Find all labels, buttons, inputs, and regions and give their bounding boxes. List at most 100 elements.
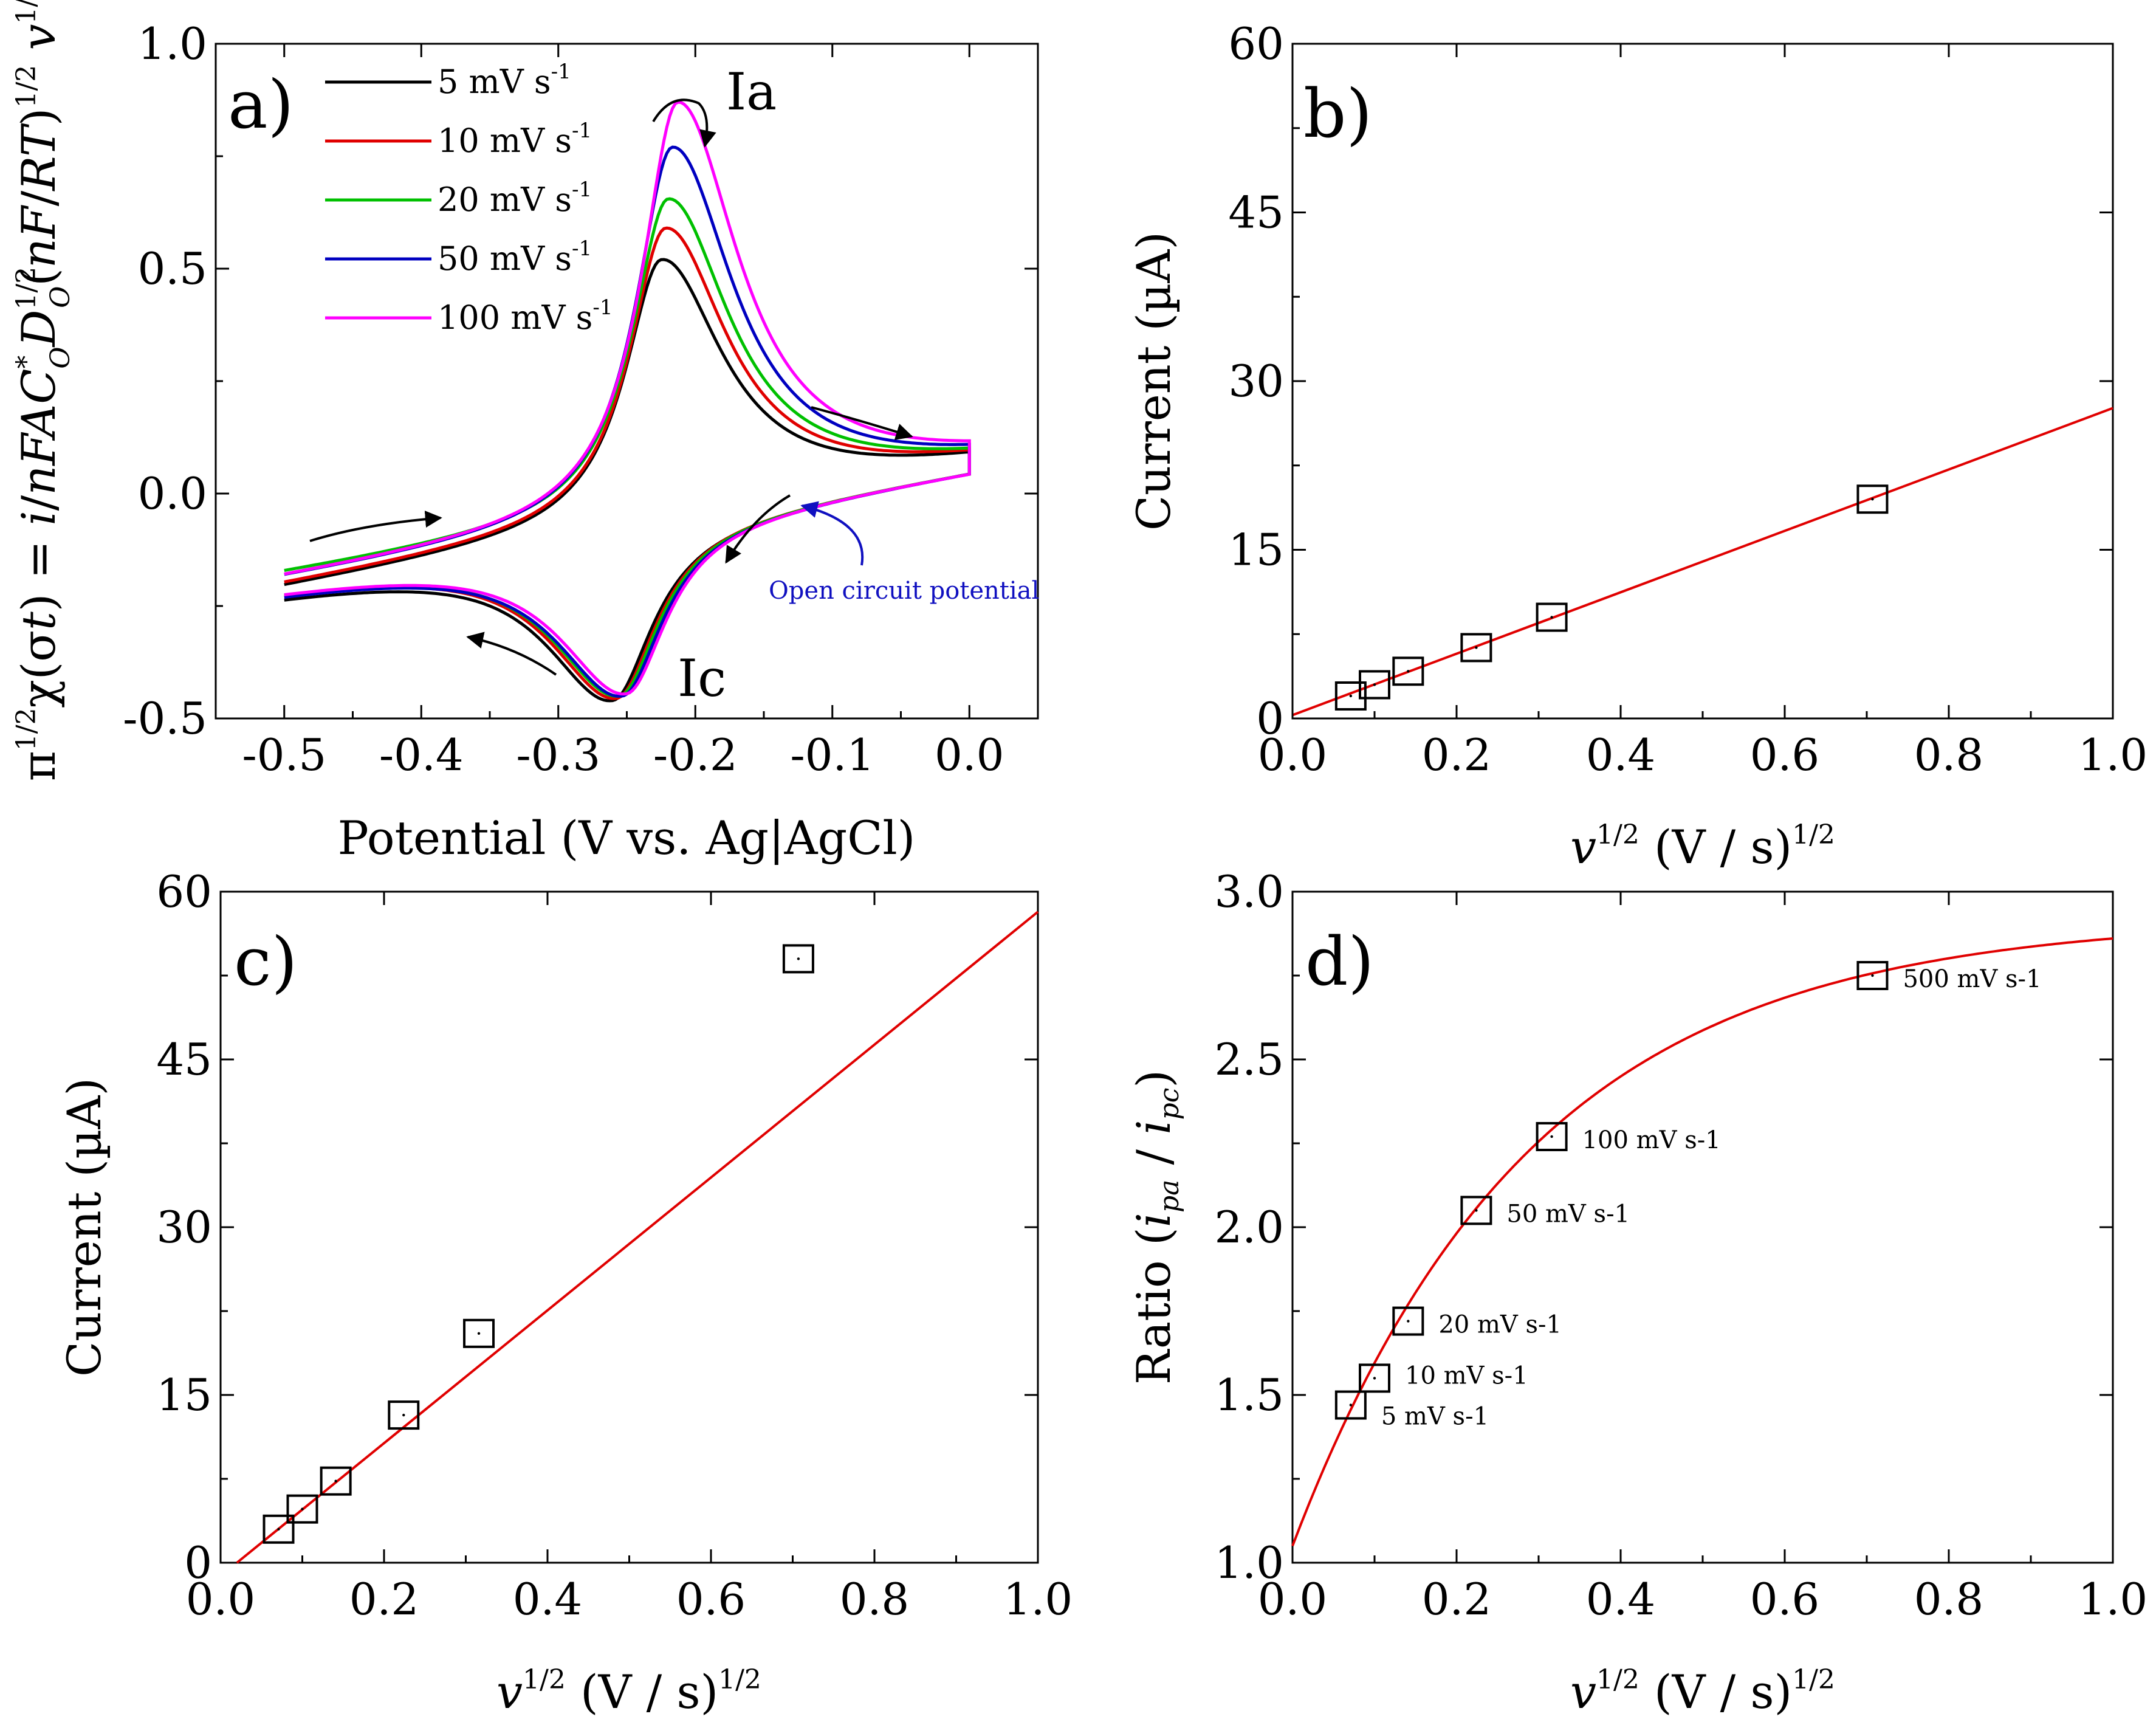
- data-point-center: [1373, 683, 1376, 686]
- y-tick-label: 60: [1228, 18, 1284, 69]
- y-tick-label: 45: [1228, 187, 1284, 238]
- data-point-marker: [1460, 633, 1492, 663]
- legend-label: 10 mV s-1: [438, 119, 592, 160]
- legend-label: 5 mV s-1: [438, 60, 571, 101]
- data-point-center: [277, 1527, 280, 1530]
- x-tick-label: 0.6: [676, 1574, 746, 1625]
- point-label: 20 mV s-1: [1438, 1311, 1562, 1339]
- panel-d-y-ticks: 1.0 1.5 2.0 2.5 3.0: [1214, 866, 2113, 1588]
- data-point-marker: [1856, 484, 1889, 514]
- data-point-center: [1871, 498, 1874, 501]
- point-label: 100 mV s-1: [1582, 1126, 1721, 1154]
- panel-c-frame: [219, 890, 1039, 1564]
- panel-b-y-axis-title: Current (µA): [1127, 232, 1181, 531]
- x-tick-label: 0.0: [186, 1574, 256, 1625]
- point-label: 10 mV s-1: [1405, 1362, 1528, 1389]
- data-point-marker: [286, 1494, 318, 1524]
- panel-a-legend: 5 mV s-1 10 mV s-1 20 mV s-1 50 mV s-1 100 m…: [325, 60, 613, 337]
- legend-label: 50 mV s-1: [438, 236, 592, 278]
- y-tick-label: 0.5: [137, 243, 207, 294]
- data-point-marker: [1856, 961, 1889, 990]
- data-point-center: [1550, 616, 1553, 619]
- x-tick-label: 0.4: [1586, 729, 1656, 780]
- scan-direction-arrows: [309, 98, 913, 676]
- x-tick-label: 0.2: [1422, 729, 1492, 780]
- data-point-center: [1407, 670, 1410, 673]
- cv-series-line: [284, 258, 971, 703]
- data-point-center: [1871, 974, 1874, 977]
- panel-d-x-ticks: 0.0 0.2 0.4 0.6 0.8 1.0: [1258, 892, 2148, 1625]
- x-tick-label: -0.5: [242, 729, 326, 780]
- panel-b-anodic-current: 0.0 0.2 0.4 0.6 0.8 1.0 0 15 30 45 60 b) v1/2 (V …: [1127, 18, 2147, 874]
- legend-label: 20 mV s-1: [438, 177, 592, 219]
- panel-a-cyclic-voltammogram: -0.5 -0.4 -0.3 -0.2 -0.1 0.0 -0.5 0.0 0.5 1.0 a)…: [11, 0, 1039, 865]
- data-point-marker: [1392, 656, 1424, 686]
- x-tick-label: 0.0: [935, 729, 1004, 780]
- panel-a-y-axis-title: π1/2χ(σt) = i/nFAC* OD1/2 O(nF/RT)1/2 v1/2: [11, 0, 76, 781]
- x-tick-label: 0.0: [1258, 1574, 1328, 1625]
- y-tick-label: 30: [1228, 356, 1284, 407]
- panel-d-plot-area: 5 mV s-1 10 mV s-1 20 mV s-1 50 mV s-1 100 m…: [1291, 937, 2113, 1547]
- fit-curve: [1291, 937, 2113, 1547]
- data-point-marker: [1359, 1363, 1390, 1393]
- data-point-marker: [320, 1466, 352, 1496]
- point-label: 500 mV s-1: [1903, 965, 2041, 993]
- scan-arrow-forward-upper: [811, 406, 913, 440]
- y-tick-label: 60: [156, 866, 212, 917]
- y-tick-label: 2.0: [1214, 1202, 1284, 1253]
- cv-series-line: [284, 226, 971, 700]
- panel-a-x-ticks: -0.5 -0.4 -0.3 -0.2 -0.1 0.0: [242, 44, 1004, 780]
- panel-a-x-axis-title: Potential (V vs. Ag|AgCl): [338, 811, 916, 865]
- panel-c-y-axis-title: Current (µA): [57, 1078, 111, 1377]
- y-tick-label: 1.0: [1214, 1537, 1284, 1588]
- y-tick-label: 0: [1256, 693, 1284, 744]
- x-tick-label: 1.0: [2078, 1574, 2148, 1625]
- x-tick-label: 0.2: [349, 1574, 419, 1625]
- x-tick-label: -0.1: [790, 729, 874, 780]
- x-tick-label: 0.4: [513, 1574, 583, 1625]
- y-tick-label: 2.5: [1214, 1034, 1284, 1085]
- data-point-marker: [1536, 1121, 1568, 1151]
- x-tick-label: 0.6: [1750, 729, 1820, 780]
- y-tick-label: 45: [156, 1034, 212, 1085]
- y-tick-label: 1.5: [1214, 1369, 1284, 1420]
- panel-b-plot-area: [1292, 407, 2113, 717]
- y-tick-label: 15: [156, 1369, 212, 1420]
- x-tick-label: 0.8: [840, 1574, 910, 1625]
- x-tick-label: 0.8: [1914, 729, 1984, 780]
- scan-arrow-peak-ia: [652, 98, 716, 148]
- data-point-center: [477, 1332, 481, 1335]
- panel-c-x-axis-title: v1/2 (V / s)1/2: [496, 1664, 761, 1719]
- x-tick-label: -0.4: [379, 729, 464, 780]
- scan-arrow-reverse: [725, 494, 791, 564]
- point-label: 5 mV s-1: [1381, 1403, 1489, 1431]
- data-point-marker: [782, 944, 814, 974]
- data-point-center: [797, 957, 800, 960]
- panel-a-y-ticks: -0.5 0.0 0.5 1.0: [123, 18, 1038, 744]
- ocp-label: Open circuit potential: [769, 577, 1039, 605]
- panel-c-label: c): [234, 923, 298, 1000]
- panel-a-frame: [215, 43, 1039, 720]
- data-point-center: [334, 1479, 337, 1482]
- data-point-center: [1475, 1209, 1478, 1212]
- data-point-center: [1349, 1403, 1353, 1407]
- y-tick-label: 15: [1228, 525, 1284, 576]
- panel-b-y-ticks: 0 15 30 45 60: [1228, 18, 2113, 744]
- data-point-marker: [1359, 670, 1390, 700]
- y-tick-label: 30: [156, 1202, 212, 1253]
- y-tick-label: 0: [184, 1537, 212, 1588]
- x-tick-label: 0.6: [1750, 1574, 1820, 1625]
- panel-a-plot-area: [284, 100, 971, 703]
- data-point-center: [1550, 1135, 1553, 1138]
- anodic-peak-label: Ia: [726, 62, 777, 122]
- panel-b-x-ticks: 0.0 0.2 0.4 0.6 0.8 1.0: [1258, 44, 2147, 780]
- point-label: 50 mV s-1: [1506, 1200, 1630, 1228]
- panel-c-y-ticks: 0 15 30 45 60: [156, 866, 1038, 1588]
- y-tick-label: 3.0: [1214, 866, 1284, 917]
- scan-arrow-forward-lower: [309, 511, 442, 542]
- panel-d-y-axis-title: Ratio (ipa / ipc): [1127, 1070, 1185, 1385]
- data-point-marker: [1536, 602, 1568, 632]
- data-point-marker: [388, 1400, 420, 1430]
- data-point-marker: [1334, 1390, 1367, 1420]
